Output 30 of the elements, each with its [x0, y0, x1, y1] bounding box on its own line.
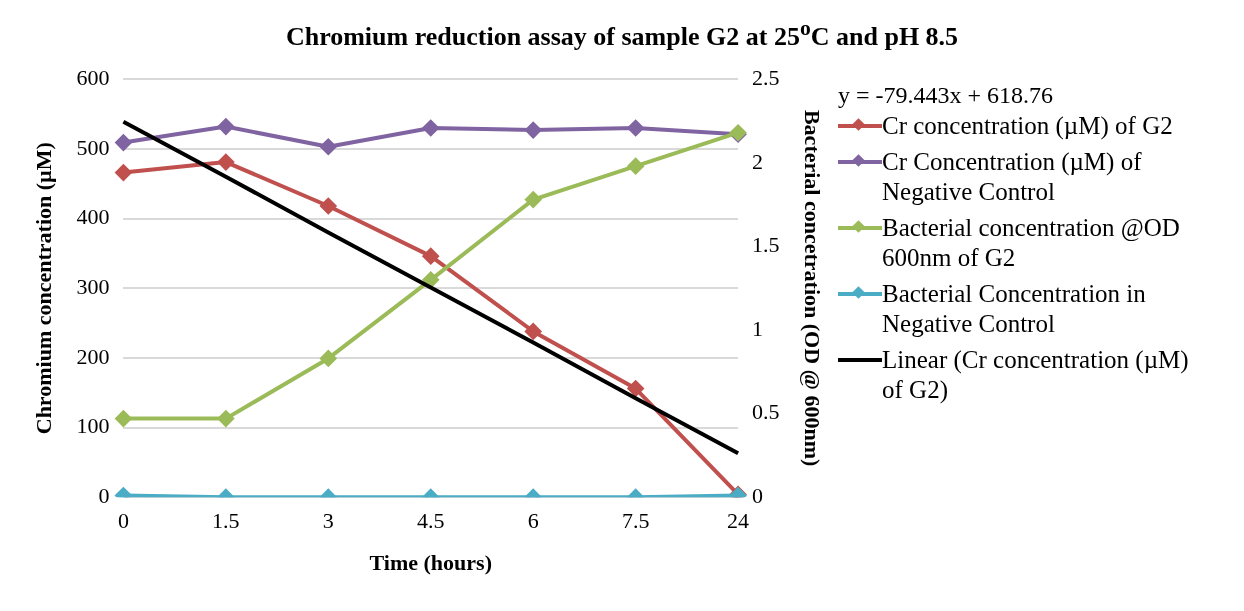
legend-label: Cr concentration (µM) of G2	[882, 110, 1174, 141]
y-tick-label: 400	[76, 203, 110, 229]
legend-label: Cr Concentration (µM) of Negative Control	[882, 146, 1143, 207]
x-axis-title: Time (hours)	[369, 550, 492, 576]
y-tick-label: 0	[98, 482, 110, 508]
y-tick-label: 600	[76, 64, 110, 90]
legend-label: Bacterial concentration @OD 600nm of G2	[882, 212, 1181, 273]
text: y = -79.443x + 618.76	[838, 81, 1055, 109]
x-tick-label: 4.5	[417, 507, 445, 533]
x-tick-label: 3	[322, 507, 334, 533]
x-tick-label: 0	[117, 507, 129, 533]
y2-tick-label: 1.5	[752, 231, 780, 257]
y-tick-label: 300	[76, 273, 110, 299]
y-tick-label: 100	[76, 412, 110, 438]
y2-axis-title: Bacterial concetration (OD @ 600nm)	[800, 109, 826, 467]
x-tick-label: 24	[727, 507, 750, 533]
y-tick-label: 200	[76, 343, 110, 369]
y2-tick-label: 0	[752, 482, 764, 508]
y2-tick-label: 1	[752, 315, 764, 341]
y-tick-label: 500	[76, 134, 110, 160]
x-tick-label: 7.5	[621, 507, 650, 533]
y2-tick-label: 2	[752, 148, 764, 174]
x-tick-label: 6	[527, 507, 539, 533]
y-axis-title: Chromium concentration (µM)	[30, 141, 56, 434]
y2-tick-label: 2.5	[752, 64, 780, 90]
y2-tick-label: 0.5	[752, 399, 780, 425]
legend-label: Bacterial Concentration in Negative Control	[882, 278, 1147, 339]
chart-title: Chromium reduction assay of sample G2 at 25$^{o}$C and pH 8.5	[284, 15, 960, 52]
x-tick-label: 1.5	[212, 507, 240, 533]
legend-label: Linear (Cr concentration (µM) of G2)	[882, 344, 1190, 405]
